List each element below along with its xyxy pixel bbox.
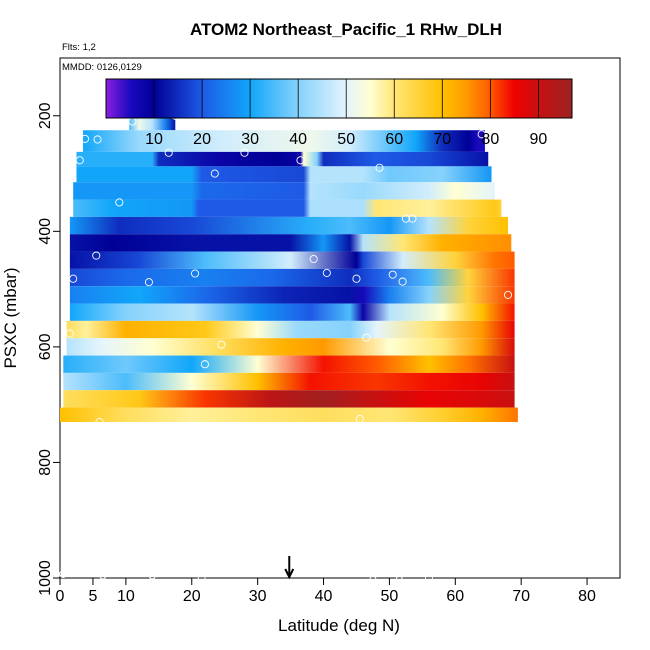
- observation-point: [503, 290, 513, 299]
- observation-point: [395, 547, 404, 557]
- y-tick-label: 1000: [37, 560, 54, 596]
- observation-point: [65, 329, 74, 338]
- colorbar: 10 20 30 40 50 60 70 80 90: [105, 78, 573, 148]
- heatmap-band: [69, 268, 515, 287]
- x-tick-label: 0: [56, 588, 65, 605]
- colorbar-tick-label: 20: [193, 131, 211, 148]
- x-axis: 0 5 10 20 30 40 50 60 70 80: [56, 578, 596, 605]
- heatmap-band: [69, 234, 512, 252]
- x-tick-label: 70: [512, 588, 530, 605]
- observation-point: [424, 574, 433, 583]
- observation-point: [93, 135, 102, 144]
- observation-point: [95, 417, 104, 427]
- observation-point: [388, 270, 397, 279]
- y-tick-label: 600: [37, 333, 54, 360]
- observation-point: [98, 571, 107, 580]
- y-axis: 200 400 600 800 1000: [37, 102, 60, 596]
- heatmap-band: [60, 407, 518, 422]
- observation-point: [401, 214, 410, 223]
- observation-point: [164, 148, 173, 157]
- y-tick-label: 400: [37, 218, 54, 245]
- colorbar-tick-label: 70: [433, 131, 451, 148]
- observation-points: [59, 111, 522, 585]
- flights-label: Flts: 1,2: [62, 42, 96, 53]
- observation-point: [355, 415, 364, 424]
- observation-point: [240, 148, 249, 157]
- observation-point: [80, 134, 90, 143]
- observation-point: [217, 340, 226, 349]
- heatmap-band: [76, 151, 489, 167]
- observation-point: [513, 510, 522, 519]
- heatmap-band: [69, 286, 515, 304]
- observation-point: [148, 545, 157, 554]
- observation-point: [408, 214, 417, 223]
- x-tick-label: 10: [117, 588, 135, 605]
- heatmap-band: [63, 372, 515, 391]
- observation-point: [115, 198, 124, 207]
- observation-point: [322, 532, 331, 541]
- observation-point: [75, 156, 84, 165]
- x-tick-label: 40: [315, 588, 333, 605]
- observation-point: [197, 572, 206, 581]
- y-tick-label: 800: [37, 449, 54, 476]
- x-tick-label: 5: [88, 588, 97, 605]
- heatmap-band: [73, 199, 502, 217]
- y-axis-label: PSXC (mbar): [1, 267, 20, 368]
- observation-point: [148, 571, 157, 580]
- observation-point: [352, 274, 361, 283]
- x-tick-label: 30: [249, 588, 267, 605]
- colorbar-tick-label: 30: [241, 131, 259, 148]
- heatmap-band: [66, 338, 515, 356]
- x-tick-label: 80: [578, 588, 596, 605]
- observation-point: [375, 163, 384, 172]
- x-tick-label: 20: [183, 588, 201, 605]
- colorbar-tick-label: 40: [289, 131, 307, 148]
- heatmap-band: [69, 251, 515, 269]
- heatmap-band: [73, 182, 495, 200]
- y-tick-label: 200: [37, 102, 54, 129]
- heatmap-band: [69, 216, 508, 235]
- observation-point: [210, 169, 219, 178]
- observation-point: [200, 360, 209, 369]
- dates-label: MMDD: 0126,0129: [62, 62, 142, 73]
- colorbar-tick-label: 60: [385, 131, 403, 148]
- plot-area: [59, 57, 621, 585]
- chart-title: ATOM2 Northeast_Pacific_1 RHw_DLH: [190, 20, 502, 39]
- observation-point: [191, 269, 200, 278]
- heatmap-layers: [60, 110, 518, 422]
- colorbar-ticks: 10 20 30 40 50 60 70 80 90: [145, 79, 547, 148]
- x-tick-label: 60: [446, 588, 464, 605]
- marker-head: [284, 568, 295, 580]
- observation-point: [395, 576, 404, 585]
- heatmap-band: [76, 166, 492, 183]
- observation-point: [322, 268, 331, 277]
- heatmap-band: [63, 355, 515, 373]
- observation-point: [368, 576, 377, 585]
- colorbar-tick-label: 50: [337, 131, 355, 148]
- observation-point: [144, 278, 153, 287]
- observation-point: [322, 493, 331, 502]
- observation-point: [362, 333, 371, 342]
- observation-point: [477, 130, 486, 139]
- colorbar-tick-label: 10: [145, 131, 163, 148]
- observation-point: [296, 156, 305, 165]
- colorbar-tick-label: 80: [481, 131, 499, 148]
- x-axis-label: Latitude (deg N): [278, 616, 400, 635]
- heatmap-band: [66, 320, 515, 339]
- observation-point: [92, 251, 101, 260]
- colorbar-gradient: [105, 78, 573, 119]
- observation-point: [309, 255, 318, 264]
- x-tick-label: 50: [381, 588, 399, 605]
- colorbar-tick-label: 90: [529, 131, 547, 148]
- observation-point: [62, 491, 71, 501]
- observation-point: [69, 274, 78, 283]
- heatmap-band: [83, 130, 485, 152]
- observation-point: [398, 277, 407, 286]
- latitude-marker-arrow: [284, 556, 295, 580]
- heatmap-band: [63, 390, 515, 408]
- observation-point: [59, 569, 68, 579]
- heatmap-band: [69, 303, 515, 321]
